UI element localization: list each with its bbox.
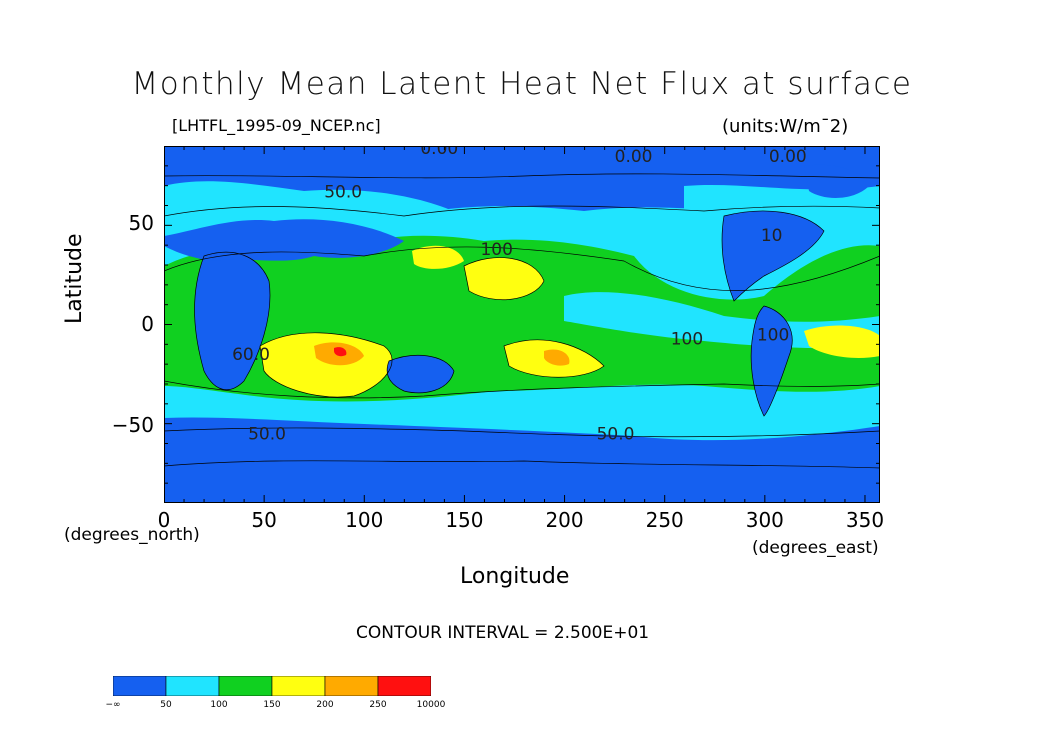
x-unit-left: (degrees_north) — [64, 525, 200, 545]
contour-label: 0.00 — [769, 147, 807, 167]
x-unit-right: (degrees_east) — [752, 538, 879, 558]
contour-interval: CONTOUR INTERVAL = 2.500E+01 — [356, 623, 650, 643]
land-eurasia — [164, 219, 404, 261]
colorbar-swatch — [218, 676, 273, 696]
colorbar-label: 100 — [210, 700, 228, 710]
x-tick-label: 300 — [745, 508, 784, 532]
x-tick-label: 50 — [251, 508, 277, 532]
colorbar-label: 50 — [160, 700, 172, 710]
colorbar-label: 200 — [316, 700, 334, 710]
contour-label: 0.00 — [615, 147, 653, 167]
contour-label: 50.0 — [248, 425, 286, 445]
page-title: Monthly Mean Latent Heat Net Flux at sur… — [131, 66, 913, 102]
contour-label: 10 — [761, 226, 783, 246]
region-blue-pacific — [564, 292, 880, 349]
land-australia — [387, 355, 454, 393]
region-yellow-kuro — [412, 245, 464, 269]
x-tick-label: 200 — [545, 508, 584, 532]
land-namerica — [722, 211, 824, 301]
colorbar-swatch — [113, 676, 167, 696]
colorbar-swatch — [165, 676, 220, 696]
contour-lines — [164, 173, 880, 469]
contour-label: 100 — [757, 325, 789, 345]
colorbar-swatch — [377, 676, 431, 696]
x-tick-label: 150 — [445, 508, 484, 532]
contour-label: 0.00 — [420, 146, 458, 159]
map-plot: 0.00 0.00 0.00 50.0 100 100 100 50.0 50.0 10 60.0 — [164, 146, 880, 503]
x-axis-label: Longitude — [460, 564, 570, 589]
contour-labels: 0.00 0.00 0.00 50.0 100 100 100 50.0 50.0 10 60.0 — [232, 146, 807, 445]
file-label: [LHTFL_1995-09_NCEP.nc] — [172, 116, 381, 135]
land-samerica — [751, 306, 793, 416]
units-label: (units:W/m¯2) — [722, 116, 849, 137]
x-tick-label: 0 — [157, 508, 171, 532]
region-red-io — [334, 347, 347, 357]
contour-label: 100 — [480, 240, 512, 260]
axis-ticks — [164, 146, 880, 503]
y-tick-label: 0 — [141, 312, 154, 336]
colorbar-label: 150 — [263, 700, 281, 710]
colorbar-label: −∞ — [105, 700, 121, 710]
region-yellow-npac — [464, 257, 544, 300]
colorbar — [113, 676, 431, 696]
region-yellow-io — [260, 332, 393, 397]
y-tick-label: −50 — [111, 413, 154, 437]
colorbar-label: 250 — [369, 700, 387, 710]
x-tick-label: 350 — [845, 508, 885, 532]
x-tick-label: 100 — [345, 508, 384, 532]
contour-label: 50.0 — [597, 425, 635, 445]
colorbar-swatch — [324, 676, 379, 696]
land-africa — [194, 252, 270, 390]
land-greenland — [804, 164, 869, 198]
region-yellow-satl — [804, 325, 880, 358]
contour-label: 50.0 — [324, 183, 362, 203]
colorbar-label: 10000 — [416, 700, 446, 710]
y-axis-label: Latitude — [62, 233, 87, 324]
colorbar-swatch — [271, 676, 326, 696]
contour-label: 100 — [671, 329, 703, 349]
y-tick-label: 50 — [128, 211, 154, 235]
x-tick-label: 250 — [645, 508, 684, 532]
contour-label: 60.0 — [232, 345, 270, 365]
region-orange-pac — [544, 349, 570, 366]
